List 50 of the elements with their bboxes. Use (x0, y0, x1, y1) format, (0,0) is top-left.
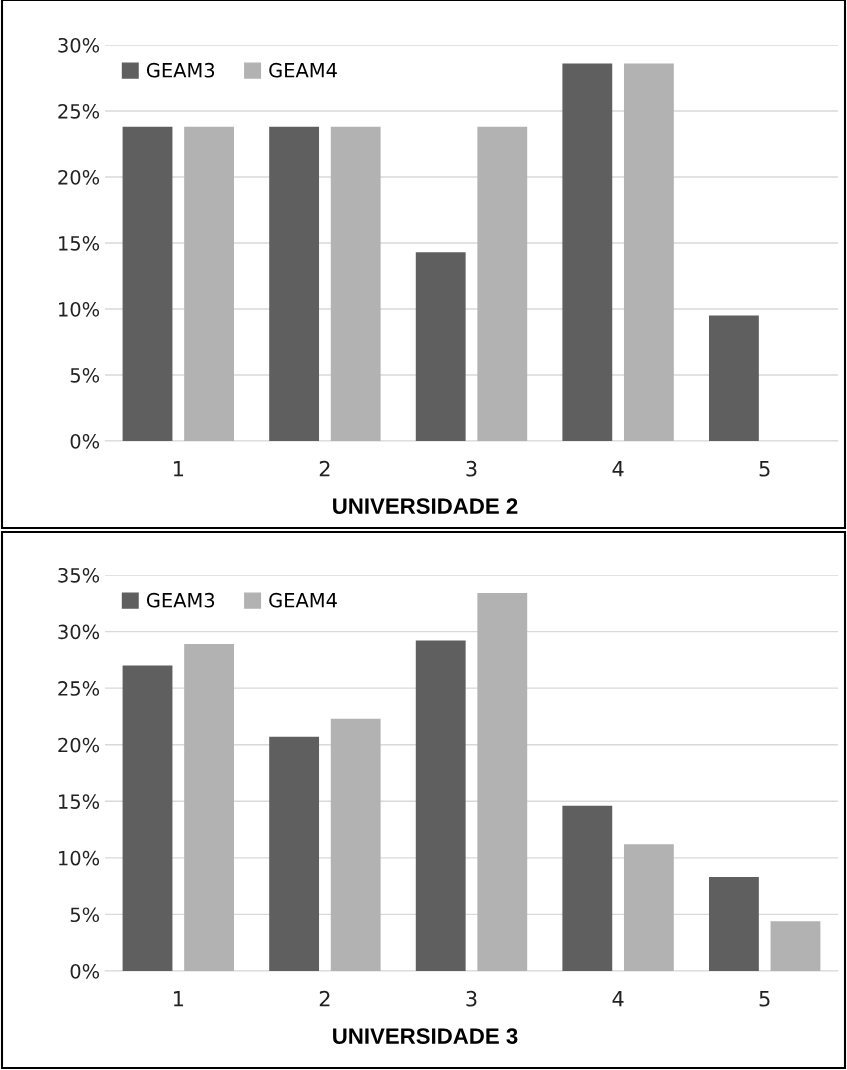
x-tick-label: 1 (173, 991, 183, 1007)
bar (122, 126, 173, 441)
y-tick-label: 20% (58, 737, 100, 753)
x-tick-label: 2 (319, 990, 330, 1007)
bar (623, 844, 674, 971)
bar (562, 63, 613, 441)
legend-label: GEAM3 (146, 592, 215, 608)
bar (269, 126, 320, 441)
y-tick-label: 10% (59, 301, 100, 317)
bar (562, 805, 613, 971)
y-tick-label: 30% (58, 37, 100, 53)
x-tick-label: 5 (759, 991, 770, 1007)
legend-label: GEAM4 (269, 592, 337, 608)
bar (770, 921, 821, 971)
y-tick-label: 5% (70, 367, 100, 383)
legend-label: GEAM4 (269, 62, 337, 78)
x-tick-label: 4 (612, 461, 624, 477)
x-tick-label: 4 (612, 991, 624, 1007)
bar (477, 593, 528, 971)
y-tick-label: 10% (59, 850, 100, 866)
y-tick-label: 20% (58, 169, 100, 185)
bar (184, 126, 235, 441)
bar (330, 718, 381, 971)
y-tick-label: 30% (58, 624, 100, 640)
y-tick-label: 25% (58, 103, 100, 119)
bar (330, 126, 381, 441)
y-tick-label: 15% (59, 794, 100, 809)
x-tick-label: 1 (173, 461, 183, 477)
y-tick-label: 35% (58, 567, 100, 583)
bar (623, 63, 674, 441)
x-tick-label: 5 (759, 461, 770, 477)
x-tick-label: 2 (319, 460, 330, 477)
bar (477, 126, 528, 441)
bar (708, 315, 759, 441)
bar (708, 877, 759, 971)
bar (415, 252, 466, 441)
bar (184, 644, 235, 971)
text: UNIVERSIDADE 2 (333, 498, 518, 514)
y-tick-label: 15% (59, 235, 100, 251)
bar (415, 640, 466, 971)
x-tick-label: 3 (466, 990, 477, 1007)
bar (122, 665, 173, 971)
legend-label: GEAM3 (146, 62, 215, 78)
bar (269, 736, 320, 971)
y-tick-label: 0% (70, 433, 100, 449)
y-tick-label: 0% (70, 963, 100, 979)
x-tick-label: 3 (466, 460, 477, 477)
y-tick-label: 5% (70, 907, 100, 923)
y-tick-label: 25% (58, 681, 100, 696)
text: UNIVERSIDADE 3 (333, 1028, 518, 1044)
